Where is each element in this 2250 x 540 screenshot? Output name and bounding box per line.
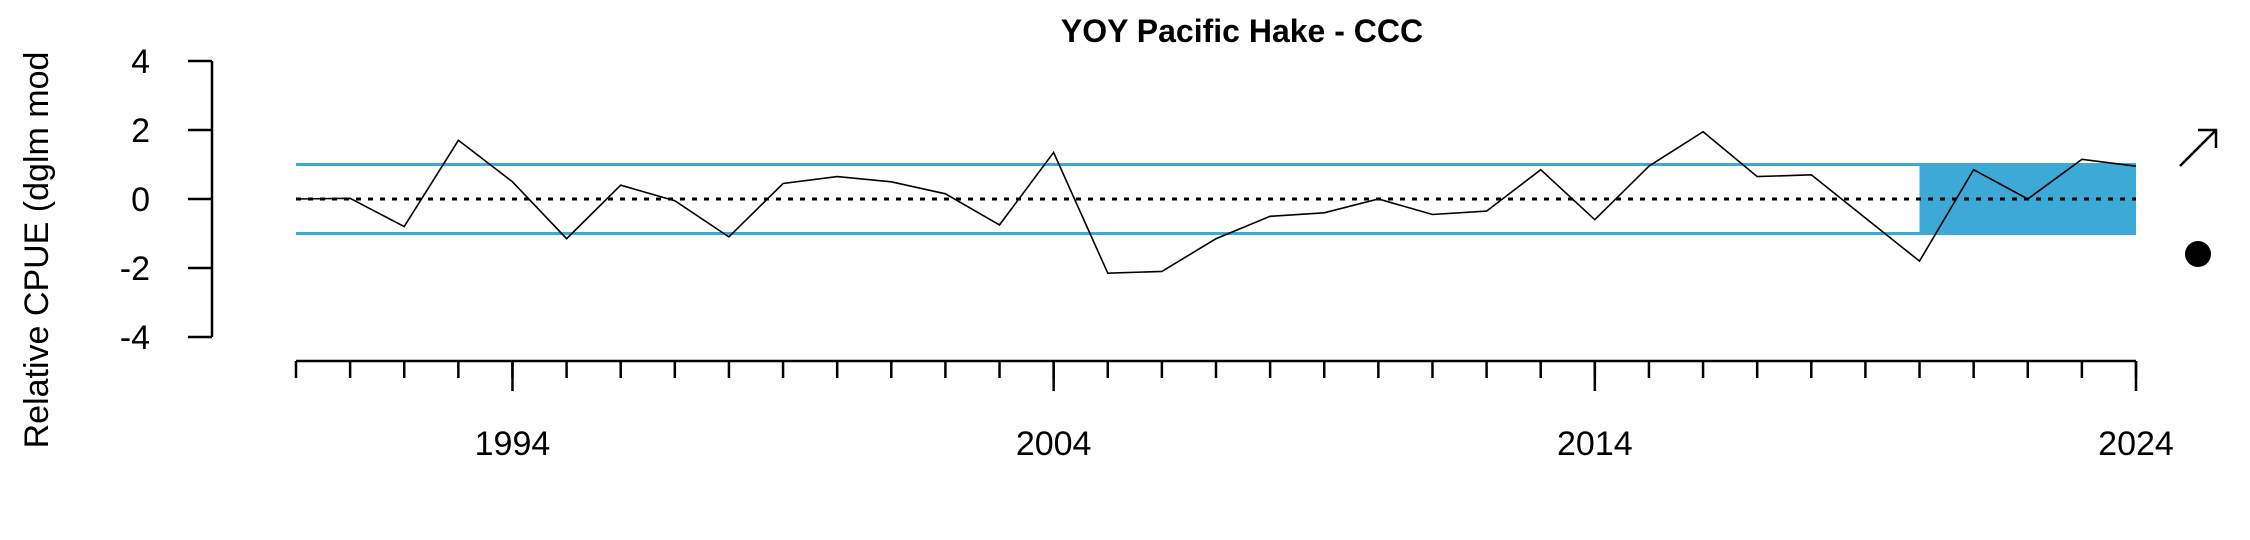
x-tick-label: 1994 — [475, 425, 551, 463]
indicators — [2179, 128, 2218, 267]
axes: -4 -2 0 2 4 1994 2004 2014 2024 — [120, 43, 2174, 463]
x-tick-label: 2014 — [1557, 425, 1633, 463]
y-tick-label: 0 — [131, 181, 150, 219]
plot-area — [295, 130, 2137, 275]
filled-circle-icon — [2185, 241, 2211, 267]
y-tick-label: -4 — [120, 319, 150, 357]
series-line — [295, 130, 2137, 275]
chart-title: YOY Pacific Hake - CCC — [1061, 13, 1423, 49]
x-tick-label: 2024 — [2098, 425, 2174, 463]
arrow-head — [2198, 128, 2218, 148]
y-tick-label: -2 — [120, 250, 150, 288]
y-axis-label: Relative CPUE (dglm mod — [18, 52, 56, 449]
y-tick-label: 4 — [131, 43, 150, 81]
arrow-shaft — [2179, 129, 2217, 167]
y-tick-label: 2 — [131, 112, 150, 150]
arrow-up-right-icon — [2179, 128, 2218, 167]
x-tick-label: 2004 — [1016, 425, 1092, 463]
